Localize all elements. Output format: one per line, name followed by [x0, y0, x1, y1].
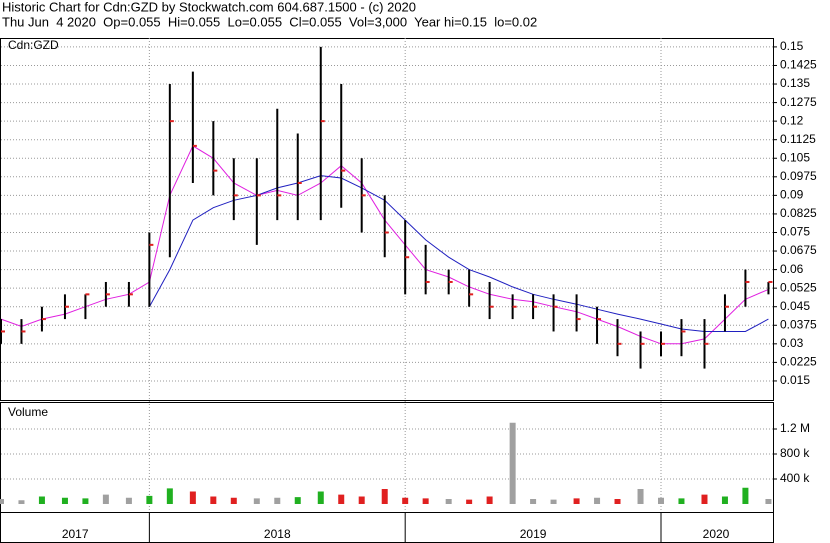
chart-title: Historic Chart for Cdn:GZD by Stockwatch…: [2, 0, 416, 14]
y-tick-label: 0.0675: [780, 243, 817, 257]
volume-bar: [509, 422, 516, 504]
y-tick-label: 0.1425: [780, 58, 817, 72]
volume-bar: [402, 497, 409, 504]
volume-bar: [82, 498, 89, 504]
y-tick-label: 0.0975: [780, 169, 817, 183]
volume-bar: [466, 499, 473, 504]
y-tick-label: 0.0375: [780, 317, 817, 331]
y-tick-label: 0.0225: [780, 355, 817, 369]
y-tick-label: 0.12: [780, 113, 804, 127]
volume-bar: [721, 496, 728, 504]
y-tick-label: 0.1125: [780, 132, 816, 146]
x-tick-label: 2020: [703, 527, 730, 541]
volume-bar: [166, 488, 173, 504]
volume-bar: [274, 497, 281, 504]
y-tick-label: 0.105: [780, 150, 810, 164]
volume-bar: [550, 499, 557, 504]
volume-bar: [294, 497, 301, 504]
volume-bar: [445, 499, 452, 504]
volume-bar: [125, 497, 132, 504]
volume-bar: [317, 491, 324, 504]
y-tick-label: 0.06: [780, 262, 804, 276]
volume-bar: [38, 496, 45, 504]
volume-bar: [189, 491, 196, 504]
volume-bar: [678, 498, 685, 504]
y-tick-label: 0.075: [780, 225, 810, 239]
chart-subtitle: Thu Jun 4 2020 Op=0.055 Hi=0.055 Lo=0.05…: [2, 14, 537, 29]
y-tick-label: 0.1275: [780, 95, 817, 109]
price-pane: [0, 38, 774, 401]
x-tick-label: 2019: [520, 527, 547, 541]
volume-label: Volume: [8, 405, 48, 419]
y-tick-label: 0.045: [780, 299, 810, 313]
volume-bar: [530, 499, 537, 504]
volume-bar: [765, 499, 772, 504]
volume-bar: [230, 497, 237, 504]
y-tick-label: 0.135: [780, 76, 810, 90]
volume-bar: [742, 487, 749, 504]
volume-bar: [422, 498, 429, 504]
price-label: Cdn:GZD: [8, 38, 59, 52]
volume-bar: [61, 497, 68, 504]
volume-bar: [146, 495, 153, 504]
volume-bar: [253, 498, 260, 504]
y-tick-label: 0.09: [780, 188, 804, 202]
volume-bar: [658, 497, 664, 504]
volume-bar: [381, 489, 388, 504]
volume-bar: [358, 496, 365, 504]
volume-bar: [18, 500, 25, 504]
y-tick-label: 400 k: [780, 471, 810, 485]
volume-bar: [338, 494, 345, 504]
y-tick-label: 1.2 M: [780, 421, 810, 435]
volume-bar: [614, 499, 621, 504]
volume-bar: [486, 496, 493, 504]
y-tick-label: 0.03: [780, 336, 804, 350]
volume-bar: [594, 497, 601, 504]
y-tick-label: 0.015: [780, 373, 810, 387]
volume-bar: [0, 499, 4, 504]
y-tick-label: 0.0525: [780, 280, 817, 294]
volume-bar: [701, 494, 708, 504]
volume-bar: [102, 494, 109, 504]
y-tick-label: 0.0825: [780, 206, 817, 220]
volume-bar: [573, 498, 580, 504]
y-tick-label: 800 k: [780, 446, 810, 460]
x-tick-label: 2018: [264, 527, 291, 541]
volume-bar: [210, 496, 217, 504]
y-tick-label: 0.15: [780, 39, 804, 53]
x-tick-label: 2017: [62, 527, 89, 541]
moving-average: [148, 175, 769, 332]
volume-bar: [637, 489, 644, 504]
